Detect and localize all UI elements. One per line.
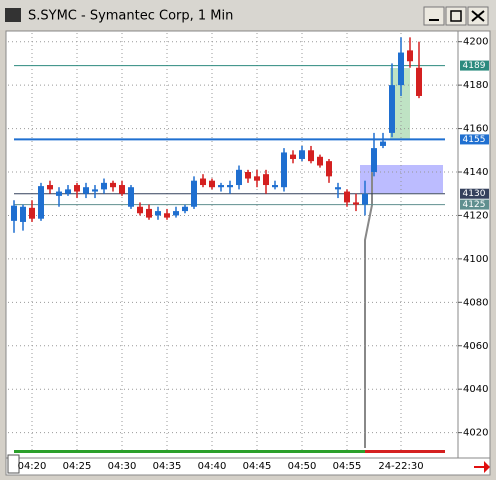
y-tick-label: 4040 xyxy=(463,384,488,395)
candle-body xyxy=(407,50,413,62)
session-bar xyxy=(14,450,365,453)
candle-body xyxy=(200,178,206,186)
candle-body xyxy=(164,213,170,218)
level-label: 4155 xyxy=(463,135,486,145)
x-tick-label: 04:35 xyxy=(153,461,182,472)
level-label-box xyxy=(460,60,489,71)
x-tick-label: 04:40 xyxy=(198,461,227,472)
candle-body xyxy=(38,186,44,219)
candle-body xyxy=(155,211,161,216)
candle-body xyxy=(218,185,224,188)
candle-body xyxy=(362,193,368,205)
level-label-box xyxy=(460,188,489,199)
x-tick-label: 04:45 xyxy=(243,461,272,472)
app-icon xyxy=(5,8,21,22)
y-tick-label: 4120 xyxy=(463,210,488,221)
icon xyxy=(471,10,485,22)
y-tick-label: 4140 xyxy=(463,167,488,178)
candle-body xyxy=(227,185,233,188)
candle-body xyxy=(119,185,125,194)
candle-body xyxy=(209,180,215,188)
y-tick-label: 4020 xyxy=(463,428,488,439)
x-tick-label: 24-22:30 xyxy=(378,461,423,472)
level-label-box xyxy=(460,199,489,210)
candle-body xyxy=(281,152,287,188)
session-bar xyxy=(365,450,445,453)
maximize-button[interactable] xyxy=(445,6,467,26)
candle-body xyxy=(29,207,35,219)
candle-body xyxy=(101,182,107,190)
y-tick-label: 4060 xyxy=(463,341,488,352)
x-tick-label: 04:20 xyxy=(18,461,47,472)
candle-body xyxy=(182,206,188,212)
candle-body xyxy=(353,202,359,205)
y-tick-label: 4100 xyxy=(463,254,488,265)
candle-body xyxy=(47,185,53,190)
candle-body xyxy=(254,176,260,181)
candle-body xyxy=(398,52,404,86)
candle-body xyxy=(326,161,332,177)
level-label: 4125 xyxy=(463,200,486,210)
y-tick-label: 4180 xyxy=(463,80,488,91)
candle-body xyxy=(137,206,143,214)
x-tick-label: 04:50 xyxy=(288,461,317,472)
candle-body xyxy=(389,85,395,133)
candle-body xyxy=(317,156,323,166)
x-tick-label: 04:25 xyxy=(63,461,92,472)
level-label-box xyxy=(460,134,489,145)
candle-body xyxy=(146,208,152,218)
candle-body xyxy=(416,67,422,96)
candle-body xyxy=(11,205,17,221)
candle-body xyxy=(290,154,296,159)
candle-body xyxy=(263,174,269,186)
candle-body xyxy=(236,169,242,186)
candle-body xyxy=(83,187,89,194)
candle-body xyxy=(128,187,134,207)
candle-body xyxy=(92,189,98,192)
minimize-button[interactable] xyxy=(423,6,445,26)
candle-body xyxy=(380,141,386,146)
candle-body xyxy=(308,150,314,162)
candle-body xyxy=(20,206,26,222)
y-tick-label: 4080 xyxy=(463,297,488,308)
scroll-box[interactable] xyxy=(7,454,20,474)
y-tick-label: 4160 xyxy=(463,124,488,135)
candle-body xyxy=(299,150,305,159)
level-label: 4189 xyxy=(463,61,486,71)
chart-panel xyxy=(5,30,491,476)
window-buttons[interactable] xyxy=(423,6,489,26)
y-tick-label: 4200 xyxy=(463,37,488,48)
candle-body xyxy=(245,172,251,179)
candle-body xyxy=(74,185,80,192)
candle-body xyxy=(344,191,350,203)
title-bar xyxy=(0,0,496,30)
candle-body xyxy=(65,189,71,194)
candle-body xyxy=(371,148,377,172)
level-label: 4130 xyxy=(463,189,486,199)
scroll-arrow[interactable] xyxy=(474,461,490,473)
x-tick-label: 04:30 xyxy=(108,461,137,472)
indicator-line xyxy=(364,165,373,448)
candle-body xyxy=(272,185,278,188)
window-title: S.SYMC - Symantec Corp, 1 Min xyxy=(28,9,233,24)
icon xyxy=(450,10,462,22)
candle-body xyxy=(335,187,341,190)
candle-body xyxy=(173,211,179,216)
candle-body xyxy=(110,182,116,188)
candle-body xyxy=(56,191,62,196)
x-tick-label: 04:55 xyxy=(333,461,362,472)
candle-body xyxy=(191,180,197,207)
